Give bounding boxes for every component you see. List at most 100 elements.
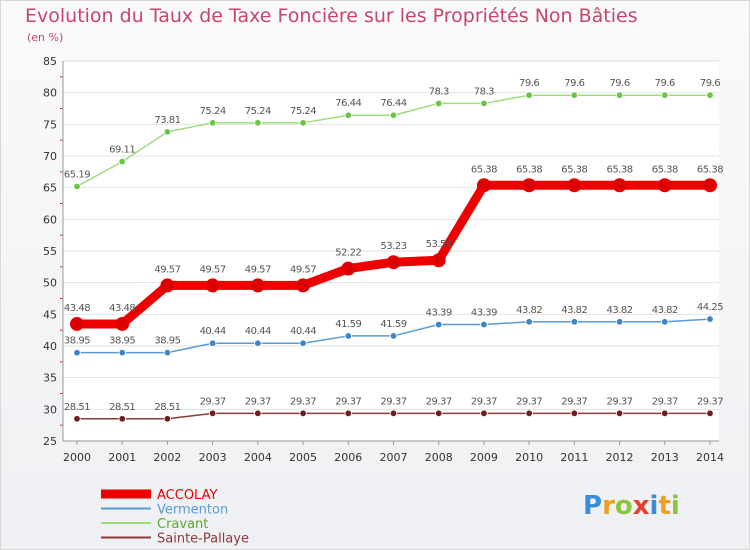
data-label: 76.44 [335,98,361,109]
x-tick-label: 2007 [380,451,408,464]
data-label: 65.38 [607,164,633,175]
data-label: 38.95 [109,336,135,347]
data-point [344,111,352,119]
data-point [661,318,669,326]
data-label: 75.24 [200,106,226,117]
data-label: 40.44 [200,326,226,337]
data-label: 29.37 [290,396,316,407]
data-label: 78.3 [474,86,494,97]
y-tick-label: 40 [43,340,57,353]
x-tick-label: 2013 [651,451,679,464]
data-point [163,415,172,423]
data-label: 29.37 [561,396,587,407]
data-label: 69.11 [109,145,135,156]
data-point [615,91,624,99]
data-point [706,315,714,323]
data-point [480,409,488,418]
x-tick-label: 2012 [606,451,634,464]
data-label: 29.37 [426,396,452,407]
data-point [208,119,217,127]
data-point [344,409,352,418]
y-tick-label: 85 [43,55,57,68]
data-label: 43.82 [607,305,633,316]
data-label: 38.95 [154,336,180,347]
data-label: 52.22 [335,248,361,259]
data-label: 43.82 [516,305,542,316]
x-tick-label: 2014 [696,451,724,464]
y-tick-label: 30 [43,403,57,416]
proxiti-logo: Proxiti [583,491,680,521]
data-label: 65.38 [697,164,723,175]
data-point [208,339,217,347]
data-point [661,409,669,418]
data-point [570,318,579,326]
x-tick-label: 2006 [334,451,362,464]
data-label: 65.19 [64,169,90,180]
data-label: 79.6 [700,78,720,89]
data-point [163,128,172,136]
data-point [296,278,311,293]
x-tick-label: 2010 [515,451,543,464]
data-label: 29.37 [245,396,271,407]
logo-letter: t [658,491,671,521]
data-point [389,332,398,340]
data-point [615,318,624,326]
data-label: 65.38 [652,164,678,175]
data-point [389,409,398,418]
data-point [254,409,262,418]
data-label: 79.6 [609,78,629,89]
data-point [525,318,533,326]
y-tick-label: 45 [43,308,57,321]
data-point [476,178,491,193]
data-label: 29.37 [607,396,633,407]
data-point [435,99,443,108]
data-label: 29.37 [697,396,723,407]
data-point [525,91,533,99]
data-label: 43.39 [426,308,452,319]
data-label: 29.37 [652,396,678,407]
data-point [73,348,81,357]
data-label: 28.51 [154,402,180,413]
y-tick-label: 75 [43,118,57,131]
data-point [661,91,669,99]
data-point [73,182,81,191]
logo-letter: o [614,491,633,521]
data-point [657,178,672,193]
data-point [570,409,579,418]
data-point [341,261,356,276]
data-point [570,91,579,99]
data-label: 53.23 [380,241,406,252]
data-point [73,415,81,423]
data-point [344,332,352,340]
legend-label: Vermenton [157,503,228,518]
data-label: 78.3 [429,86,449,97]
logo-letter: i [670,491,680,521]
data-point [435,409,443,418]
data-point [70,316,84,331]
data-point [435,320,443,329]
data-point [118,157,126,166]
data-label: 75.24 [290,106,316,117]
data-point [480,320,488,329]
data-point [706,91,714,99]
data-label: 41.59 [335,319,361,330]
data-point [250,278,265,293]
logo-letter: x [632,491,650,521]
x-tick-label: 2005 [289,451,317,464]
data-label: 29.37 [200,396,226,407]
data-point [522,178,537,193]
data-label: 53.54 [426,239,452,250]
chart-subtitle: (en %) [27,31,64,44]
data-point [612,178,627,193]
x-tick-label: 2009 [470,451,498,464]
x-tick-label: 2004 [244,451,272,464]
data-point [431,253,446,268]
y-tick-label: 65 [43,182,57,195]
data-point [615,409,624,418]
x-tick-label: 2003 [199,451,227,464]
series-cravant: 65.19 69.11 73.81 75.24 75.24 75.24 76.44 76.44… [64,78,721,191]
data-label: 49.57 [290,264,316,275]
data-label: 43.82 [561,305,587,316]
